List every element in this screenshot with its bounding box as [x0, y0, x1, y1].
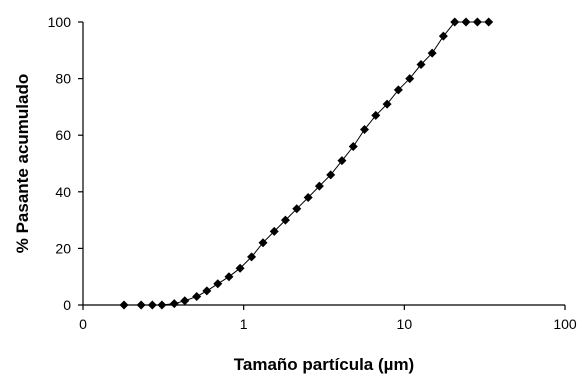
x-tick-label: 1 — [240, 316, 248, 332]
data-point-marker — [157, 301, 166, 310]
data-point-marker — [224, 272, 233, 281]
data-point-marker — [213, 279, 222, 288]
axis-ticks: 0 20 40 60 80 100 0 1 10 100 — [48, 14, 577, 332]
y-tick-label: 40 — [55, 184, 71, 200]
y-tick-label: 80 — [55, 71, 71, 87]
data-point-marker — [202, 286, 211, 295]
y-axis-label: % Pasante acumulado — [13, 74, 32, 254]
data-point-marker — [137, 301, 146, 310]
series-line — [124, 22, 489, 305]
series-group — [120, 18, 494, 310]
y-tick-label: 100 — [48, 14, 72, 30]
data-point-marker — [120, 301, 129, 310]
data-point-marker — [360, 125, 369, 134]
data-point-marker — [349, 142, 358, 151]
x-tick-label: 100 — [553, 316, 577, 332]
data-point-marker — [450, 18, 459, 27]
plot-area — [83, 22, 565, 305]
data-point-marker — [473, 18, 482, 27]
data-point-marker — [461, 18, 470, 27]
x-tick-label: 0 — [79, 316, 87, 332]
data-point-marker — [484, 18, 493, 27]
y-tick-label: 60 — [55, 127, 71, 143]
x-axis-label: Tamaño partícula (µm) — [234, 355, 414, 374]
y-tick-label: 0 — [63, 297, 71, 313]
y-tick-label: 20 — [55, 240, 71, 256]
data-point-marker — [192, 292, 201, 301]
data-point-marker — [180, 296, 189, 305]
data-point-marker — [170, 299, 179, 308]
data-point-marker — [148, 301, 157, 310]
x-tick-label: 10 — [397, 316, 413, 332]
